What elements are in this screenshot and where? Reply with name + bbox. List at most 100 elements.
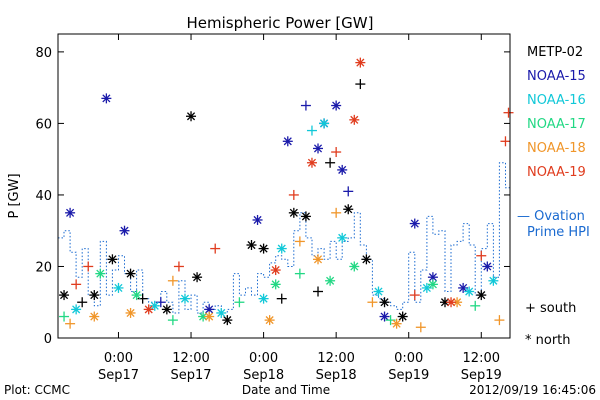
star-stroke xyxy=(90,291,99,300)
star-stroke xyxy=(344,205,353,214)
star-stroke xyxy=(459,283,468,292)
star-stroke xyxy=(392,319,401,328)
noaa-19-south-point xyxy=(71,279,82,290)
noaa-15-north-point xyxy=(204,304,215,315)
metp-02-north-point xyxy=(246,240,257,251)
star-stroke xyxy=(307,158,317,167)
star-stroke xyxy=(126,308,135,318)
noaa-17-south-point xyxy=(470,300,481,311)
legend-ovation-line2: Prime HPI xyxy=(527,225,590,240)
noaa-16-north-point xyxy=(464,286,475,297)
star-stroke xyxy=(301,212,310,221)
y-tick-label: 60 xyxy=(35,117,52,132)
y-tick-label: 40 xyxy=(35,189,52,204)
star-stroke xyxy=(253,215,262,225)
noaa-15-north-point xyxy=(252,214,263,225)
star-stroke xyxy=(356,58,365,67)
plot-frame xyxy=(57,33,511,339)
noaa-17-north-point xyxy=(95,268,106,279)
noaa-15-south-point xyxy=(300,100,311,111)
star-stroke xyxy=(259,294,268,303)
footer-timestamp: 2012/09/19 16:45:06 xyxy=(469,383,596,397)
noaa-18-north-point xyxy=(89,311,100,322)
noaa-15-north-point xyxy=(337,164,348,175)
noaa-15-north-point xyxy=(458,282,469,293)
star-stroke xyxy=(108,255,117,264)
star-stroke xyxy=(277,244,286,253)
noaa-16-north-point xyxy=(258,293,269,304)
noaa-19-north-point xyxy=(306,157,317,168)
noaa-19-south-point xyxy=(503,107,514,118)
star-stroke xyxy=(374,287,383,296)
metp-02-south-point xyxy=(313,286,324,297)
noaa-16-north-point xyxy=(373,286,384,297)
star-stroke xyxy=(477,291,486,300)
noaa-19-south-point xyxy=(409,290,420,301)
star-stroke xyxy=(96,269,105,278)
noaa-15-north-point xyxy=(331,100,342,111)
legend-noaa-16: NOAA-16 xyxy=(527,93,586,108)
metp-02-north-point xyxy=(125,268,136,279)
metp-02-south-point xyxy=(355,79,366,90)
metp-02-north-point xyxy=(361,254,372,265)
legend-south: + south xyxy=(525,301,576,316)
noaa-15-north-point xyxy=(282,136,293,147)
noaa-15-north-point xyxy=(379,311,390,322)
noaa-16-north-point xyxy=(337,232,348,243)
noaa-16-north-point xyxy=(113,282,124,293)
star-stroke xyxy=(440,298,450,307)
footer-plot-credit: Plot: CCMC xyxy=(4,383,70,397)
star-stroke xyxy=(428,280,437,289)
star-stroke xyxy=(313,255,323,264)
noaa-18-north-point xyxy=(204,311,215,322)
metp-02-north-point xyxy=(258,243,269,254)
star-stroke xyxy=(199,312,208,321)
noaa-15-north-point xyxy=(101,93,112,104)
noaa-18-north-point xyxy=(264,315,275,326)
metp-02-north-point xyxy=(89,290,100,301)
noaa-18-north-point xyxy=(391,318,402,329)
metp-02-north-point xyxy=(161,304,172,315)
star-stroke xyxy=(489,276,498,285)
noaa-15-south-point xyxy=(343,186,354,197)
noaa-16-north-point xyxy=(421,282,432,293)
metp-02-north-point xyxy=(59,290,70,301)
metp-02-north-point xyxy=(476,290,487,301)
star-stroke xyxy=(398,312,407,321)
x-tick-label-time: 12:00 xyxy=(463,351,500,366)
star-stroke xyxy=(265,316,274,325)
metp-02-north-point xyxy=(107,254,118,265)
noaa-19-north-point xyxy=(446,297,457,308)
x-tick-label-time: 12:00 xyxy=(172,351,209,366)
metp-02-north-point xyxy=(397,311,408,322)
star-stroke xyxy=(259,244,268,253)
noaa-17-north-point xyxy=(270,279,281,290)
star-stroke xyxy=(144,305,153,314)
star-stroke xyxy=(326,276,335,285)
noaa-19-south-point xyxy=(83,261,94,272)
noaa-17-north-point xyxy=(325,275,336,286)
noaa-15-north-point xyxy=(482,261,493,272)
legend-noaa-17: NOAA-17 xyxy=(527,117,586,132)
noaa-16-north-point xyxy=(488,275,499,286)
star-stroke xyxy=(350,115,359,124)
noaa-17-north-point xyxy=(131,290,142,301)
noaa-18-north-point xyxy=(313,254,324,265)
noaa-19-south-point xyxy=(331,147,342,158)
noaa-19-north-point xyxy=(270,265,281,276)
x-tick-label-time: 0:00 xyxy=(249,351,278,366)
noaa-19-south-point xyxy=(476,250,487,261)
noaa-18-south-point xyxy=(65,318,76,329)
star-stroke xyxy=(338,233,347,242)
noaa-17-south-point xyxy=(234,297,245,308)
y-tick-label: 0 xyxy=(44,332,52,347)
star-stroke xyxy=(428,273,437,282)
star-stroke xyxy=(380,298,389,307)
star-stroke xyxy=(320,119,329,128)
noaa-17-south-point xyxy=(294,268,305,279)
noaa-19-south-point xyxy=(288,189,299,200)
noaa-16-north-point xyxy=(179,293,190,304)
ovation-hpi-line xyxy=(58,162,510,314)
noaa-17-north-point xyxy=(349,261,360,272)
star-stroke xyxy=(180,294,190,303)
